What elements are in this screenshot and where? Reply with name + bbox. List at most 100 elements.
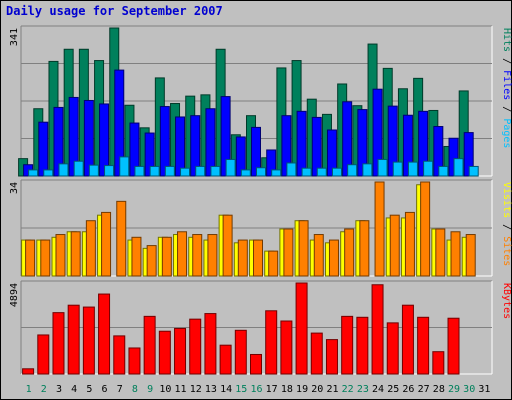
bar-pages-day-25 [392, 161, 403, 177]
bar-pages-day-19 [301, 167, 312, 177]
bar-kbytes-day-8 [128, 347, 141, 375]
bar-sites-day-28 [435, 228, 446, 277]
bar-kbytes-day-20 [310, 332, 323, 375]
legend-text: Hits / Files / Pages [501, 28, 512, 148]
bar-sites-day-20 [313, 234, 324, 277]
x-tick-day-20: 20 [311, 384, 323, 395]
x-tick-day-5: 5 [86, 384, 92, 395]
bar-sites-day-6 [101, 211, 112, 277]
x-tick-day-26: 26 [402, 384, 414, 395]
bar-pages-day-7 [119, 156, 130, 177]
x-tick-day-13: 13 [205, 384, 217, 395]
x-tick-day-4: 4 [71, 384, 77, 395]
x-tick-day-3: 3 [56, 384, 62, 395]
bar-kbytes-day-1 [22, 368, 35, 375]
bar-pages-day-24 [377, 159, 388, 177]
x-tick-day-22: 22 [342, 384, 354, 395]
bar-pages-day-8 [134, 165, 145, 177]
x-tick-day-24: 24 [372, 384, 384, 395]
legend-files: Files [501, 70, 512, 100]
bar-pages-day-12 [195, 165, 206, 177]
x-tick-day-2: 2 [41, 384, 47, 395]
bar-pages-day-18 [286, 162, 297, 177]
x-tick-day-29: 29 [448, 384, 460, 395]
bar-kbytes-day-2 [37, 334, 50, 375]
bar-sites-day-11 [177, 231, 188, 277]
bar-pages-day-29 [453, 158, 464, 177]
x-tick-day-14: 14 [220, 384, 232, 395]
bar-sites-day-8 [131, 236, 142, 277]
bar-kbytes-day-17 [265, 310, 278, 375]
bar-kbytes-day-13 [204, 313, 217, 375]
bar-sites-day-21 [328, 239, 339, 277]
x-tick-day-6: 6 [102, 384, 108, 395]
legend-hits: Hits [501, 28, 512, 52]
bar-pages-day-1 [28, 169, 39, 177]
bar-pages-day-27 [423, 160, 434, 177]
legend-pages: Pages [501, 118, 512, 148]
bar-sites-day-13 [207, 234, 218, 277]
bar-pages-day-15 [240, 169, 251, 177]
bar-sites-day-16 [253, 239, 263, 277]
legend-hits-files-pages: Hits / Files / Pages [501, 28, 512, 148]
bar-pages-day-26 [407, 161, 418, 177]
bar-files-day-11 [175, 116, 186, 177]
x-tick-day-10: 10 [159, 384, 171, 395]
bar-files-day-20 [311, 116, 322, 177]
bar-kbytes-day-21 [325, 339, 338, 375]
legend-text: KBytes [501, 283, 512, 319]
bar-sites-day-18 [283, 228, 294, 277]
bar-pages-day-21 [331, 167, 342, 177]
bar-pages-day-28 [438, 165, 449, 177]
bar-sites-day-4 [70, 231, 81, 277]
x-tick-day-1: 1 [26, 384, 32, 395]
x-tick-day-7: 7 [117, 384, 123, 395]
chart-title: Daily usage for September 2007 [6, 4, 223, 18]
x-tick-day-12: 12 [190, 384, 202, 395]
bar-sites-day-30 [465, 234, 476, 277]
x-tick-day-16: 16 [250, 384, 262, 395]
legend-separator: / [501, 52, 512, 70]
x-tick-day-31: 31 [478, 384, 490, 395]
bar-kbytes-day-22 [341, 315, 354, 375]
bar-sites-day-22 [344, 228, 355, 277]
bar-kbytes-day-14 [219, 344, 232, 375]
bar-kbytes-day-9 [143, 315, 156, 375]
bar-kbytes-day-6 [98, 293, 111, 375]
bar-kbytes-day-16 [250, 353, 262, 375]
x-tick-day-11: 11 [175, 384, 187, 395]
bar-sites-day-12 [192, 234, 203, 277]
legend-visits-sites: Visits / Sites [501, 182, 512, 266]
legend-separator: / [501, 100, 512, 118]
bar-kbytes-day-29 [447, 317, 460, 375]
bar-sites-day-27 [420, 181, 431, 277]
y-max-label: 4894 [9, 283, 20, 307]
bar-pages-day-20 [316, 167, 327, 177]
legend-kbytes: KBytes [501, 283, 512, 319]
bar-sites-day-9 [146, 245, 157, 277]
bar-sites-day-7 [116, 200, 127, 277]
bar-sites-day-1 [25, 239, 36, 277]
bar-kbytes-day-7 [113, 335, 126, 375]
bar-sites-day-3 [55, 234, 66, 277]
bar-kbytes-day-11 [174, 327, 187, 375]
y-max-label: 34 [9, 182, 20, 194]
bar-kbytes-day-26 [401, 304, 414, 375]
bar-pages-day-14 [225, 159, 236, 177]
bar-files-day-13 [205, 108, 216, 177]
bar-kbytes-day-25 [386, 322, 399, 375]
x-tick-day-8: 8 [132, 384, 138, 395]
x-tick-day-19: 19 [296, 384, 308, 395]
bar-kbytes-day-15 [234, 329, 247, 375]
bar-pages-day-6 [104, 165, 115, 177]
legend-sites: Sites [501, 236, 512, 266]
bar-sites-day-10 [161, 236, 172, 277]
bar-kbytes-day-12 [189, 318, 202, 375]
bar-kbytes-day-18 [280, 320, 293, 375]
bar-sites-day-15 [237, 239, 248, 277]
bar-pages-day-5 [88, 164, 99, 177]
bar-kbytes-day-5 [82, 306, 95, 375]
bar-pages-day-23 [362, 163, 373, 177]
bar-sites-day-24 [374, 181, 385, 277]
